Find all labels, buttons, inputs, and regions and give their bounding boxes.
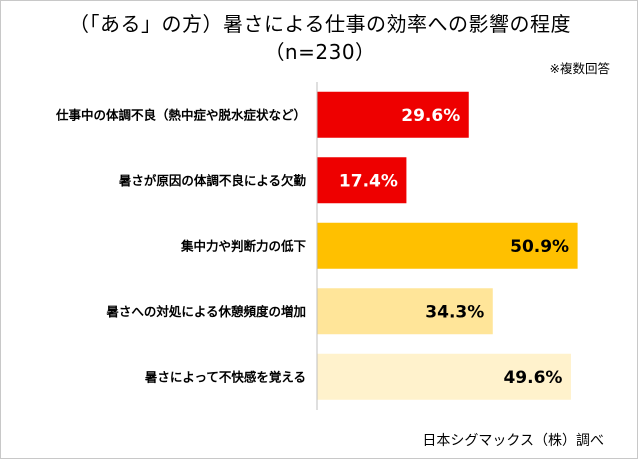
value-label-1: 29.6% [401,106,460,126]
bar-3 [317,222,578,269]
value-label-4: 34.3% [425,302,484,322]
category-label-1: 仕事中の体調不良（熱中症や脱水症状など） [55,107,306,122]
bar-5 [317,353,571,400]
chart-subtitle: （n=230） [264,40,376,64]
bar-2 [317,157,407,204]
bar-4 [317,288,493,335]
category-label-4: 暑さへの対処による休憩頻度の増加 [105,304,306,319]
value-label-3: 50.9% [510,237,569,257]
category-label-5: 暑さによって不快感を覚える [144,369,306,384]
chart-title: （「ある」の方）暑さによる仕事の効率への影響の程度 [69,12,571,36]
value-label-5: 49.6% [503,368,562,388]
chart-title-block: （「ある」の方）暑さによる仕事の効率への影響の程度 （n=230） [0,10,640,66]
value-label-2: 17.4% [339,171,398,191]
chart-source: 日本シグマックス（株）調べ [422,433,604,449]
chart-note: ※複数回答 [549,61,610,76]
bar-1 [317,91,469,138]
category-label-2: 暑さが原因の体調不良による欠勤 [118,173,307,188]
category-label-3: 集中力や判断力の低下 [180,238,307,253]
